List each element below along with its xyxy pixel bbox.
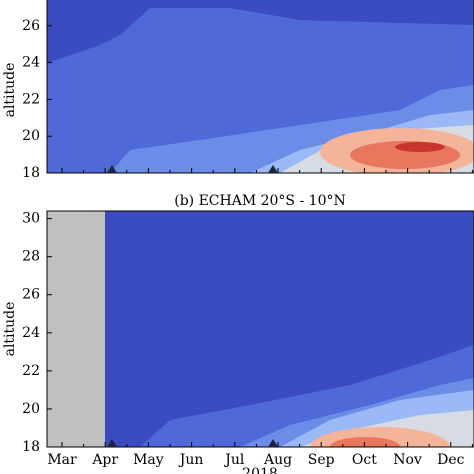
y-tick-label: 18 — [22, 165, 40, 181]
missing-data — [47, 211, 105, 447]
y-tick-label: 30 — [22, 211, 40, 227]
x-tick-label: Dec — [437, 452, 465, 468]
x-tick-label: Apr — [91, 452, 118, 468]
panel-title: (b) ECHAM 20°S - 10°N — [174, 193, 345, 209]
y-tick-label: 20 — [22, 401, 40, 417]
x-tick-label: Nov — [393, 452, 422, 468]
y-axis-label: altitude — [2, 302, 18, 357]
y-tick-label: 22 — [22, 91, 40, 107]
x-tick-label: Aug — [263, 452, 292, 468]
x-tick-label: Sep — [308, 452, 335, 468]
axes-frame — [46, 0, 474, 174]
x-tick-label: Jul — [223, 452, 245, 468]
marker — [268, 165, 278, 173]
y-tick-label: 20 — [22, 128, 40, 144]
y-tick-label: 26 — [22, 287, 40, 303]
y-axis-label: altitude — [2, 63, 18, 118]
contour-band — [330, 437, 400, 447]
x-axis-label: 2018 — [242, 466, 278, 474]
x-tick-label: Oct — [352, 452, 377, 468]
marker — [107, 439, 117, 447]
contour-field — [47, 211, 474, 447]
y-tick-label: 22 — [22, 363, 40, 379]
contour-band — [395, 142, 445, 152]
contour-field — [47, 0, 474, 173]
y-tick-label: 28 — [22, 249, 40, 265]
axes-frame — [46, 210, 474, 448]
marker — [107, 165, 117, 173]
y-tick-label: 26 — [22, 18, 40, 34]
y-tick-label: 24 — [22, 325, 40, 341]
y-tick-label: 18 — [22, 439, 40, 455]
y-tick-label: 24 — [22, 55, 40, 71]
x-tick-label: Jun — [178, 452, 204, 468]
x-tick-label: May — [133, 452, 164, 468]
x-tick-label: Mar — [47, 452, 77, 468]
marker — [268, 439, 278, 447]
